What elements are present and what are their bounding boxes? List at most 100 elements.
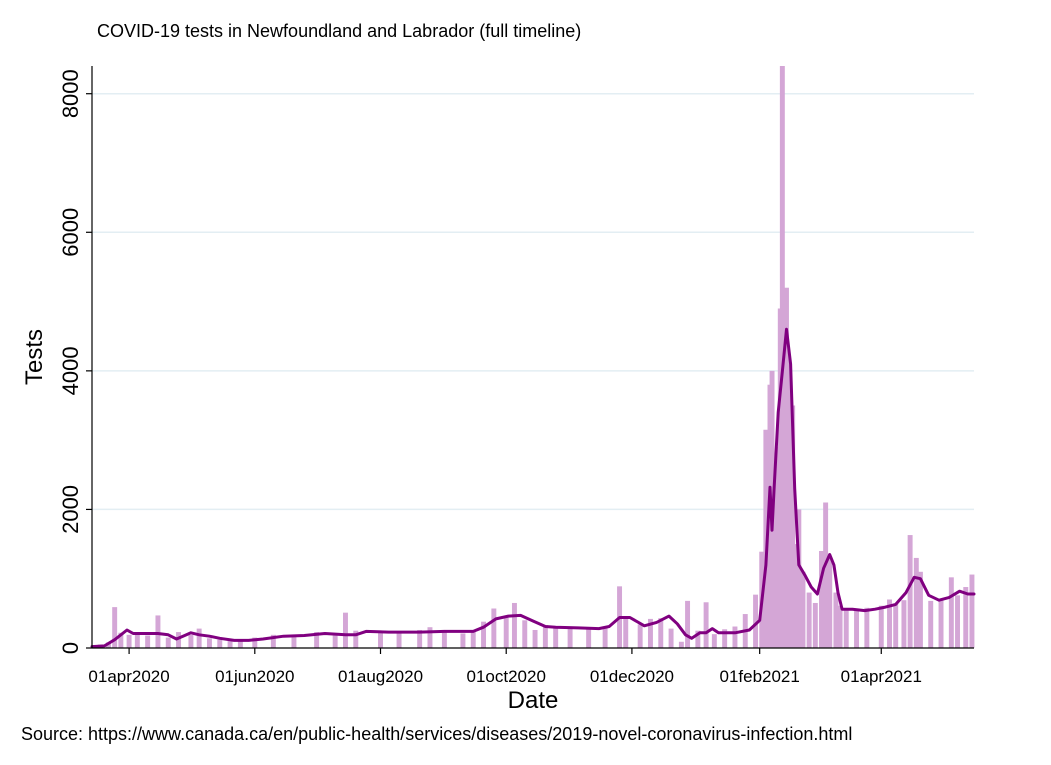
test-count-bar: [460, 633, 466, 648]
test-count-bar: [602, 626, 608, 648]
test-count-bar: [623, 618, 629, 648]
moving-average-line: [90, 327, 976, 649]
test-count-bar: [553, 626, 559, 648]
test-count-bar: [907, 535, 913, 648]
test-count-bar: [491, 608, 497, 648]
y-tick-label: 2000: [58, 485, 83, 534]
test-count-bar: [106, 642, 111, 648]
test-count-bar: [711, 634, 717, 648]
test-count-bar: [800, 571, 806, 648]
test-count-bar: [722, 629, 728, 648]
test-count-bar: [155, 615, 161, 648]
test-count-bar: [291, 635, 297, 648]
test-count-bar: [217, 639, 223, 648]
chart-title: COVID-19 tests in Newfoundland and Labra…: [97, 21, 581, 41]
test-count-bar: [864, 607, 870, 648]
test-count-bar: [342, 612, 348, 648]
test-count-bar: [165, 637, 171, 648]
test-count-bar: [837, 605, 843, 648]
test-count-bar: [126, 634, 132, 648]
test-count-bar: [396, 632, 402, 648]
test-count-bar: [685, 600, 691, 648]
test-count-bar: [427, 627, 433, 648]
test-count-bar: [227, 641, 233, 648]
test-count-bar: [893, 603, 899, 648]
test-count-bar: [938, 598, 944, 648]
test-count-bar: [252, 637, 258, 648]
test-count-bar: [314, 632, 320, 648]
test-count-bar: [586, 629, 592, 648]
test-count-bar: [878, 605, 884, 648]
y-tick-label: 8000: [58, 69, 83, 118]
test-count-bar: [928, 600, 934, 648]
test-count-bar: [917, 571, 923, 648]
y-tick-label: 0: [58, 642, 83, 654]
test-count-bar: [790, 405, 796, 648]
test-count-bar: [522, 620, 528, 648]
x-tick-label: 01aug2020: [338, 667, 423, 686]
x-axis-title: Date: [508, 687, 559, 714]
test-count-bar: [963, 587, 969, 648]
test-count-bar: [270, 634, 276, 648]
test-count-bar: [823, 502, 829, 648]
x-tick-label: 01apr2020: [88, 667, 169, 686]
test-count-bar: [378, 631, 383, 648]
test-count-bar: [732, 626, 738, 648]
test-count-bar: [854, 609, 860, 648]
test-count-bar: [843, 610, 849, 648]
test-count-bar: [833, 592, 839, 648]
test-count-bar: [542, 625, 548, 648]
test-count-bar: [668, 628, 674, 648]
source-note: Source: https://www.canada.ca/en/public-…: [21, 724, 852, 744]
test-count-bar: [703, 602, 709, 648]
test-count-bar: [969, 574, 975, 648]
test-count-bar: [567, 628, 573, 648]
test-count-bar: [112, 607, 118, 648]
y-axis-title: Tests: [21, 329, 48, 385]
smoothed-tests-line: [90, 327, 976, 649]
x-tick-label: 01dec2020: [590, 667, 674, 686]
test-count-bar: [796, 509, 802, 648]
test-count-bar: [901, 600, 907, 648]
test-count-bar: [678, 641, 684, 648]
test-count-bar: [913, 557, 919, 648]
y-axis-ticks: 0 2000 4000 6000 8000: [58, 69, 92, 654]
test-count-bar: [145, 635, 151, 648]
x-axis-ticks: 01apr2020 01jun2020 01aug2020 01oct2020 01de…: [88, 648, 922, 686]
test-count-bar: [532, 629, 538, 648]
test-count-bar: [887, 599, 892, 648]
test-count-bar: [819, 551, 824, 648]
y-tick-label: 6000: [58, 208, 83, 257]
x-tick-label: 01apr2021: [841, 667, 922, 686]
x-tick-label: 01oct2020: [467, 667, 546, 686]
test-count-bar: [647, 618, 653, 648]
test-count-bar: [441, 631, 447, 648]
test-count-bar: [134, 633, 140, 648]
test-count-bar: [176, 632, 182, 648]
test-count-bar: [753, 594, 759, 648]
test-count-bar: [118, 632, 124, 648]
test-count-bar: [637, 624, 643, 648]
test-count-bar: [470, 631, 476, 648]
x-tick-label: 01jun2020: [215, 667, 294, 686]
test-count-bar: [353, 630, 359, 648]
test-count-bar: [481, 621, 487, 648]
test-count-bar: [417, 629, 423, 648]
test-count-bar: [806, 592, 812, 648]
x-tick-label: 01feb2021: [719, 667, 799, 686]
test-count-bar: [206, 638, 212, 648]
daily-tests-bars: [91, 66, 975, 648]
test-count-bar: [827, 557, 833, 648]
test-count-bar: [955, 595, 960, 648]
test-count-bar: [812, 602, 818, 648]
test-count-bar: [948, 577, 954, 648]
test-count-bar: [188, 634, 194, 648]
test-count-bar: [503, 617, 509, 648]
test-count-bar: [332, 634, 338, 648]
test-count-bar: [237, 639, 243, 648]
test-count-bar: [658, 618, 664, 648]
test-count-bar: [511, 602, 517, 648]
y-tick-label: 4000: [58, 346, 83, 395]
